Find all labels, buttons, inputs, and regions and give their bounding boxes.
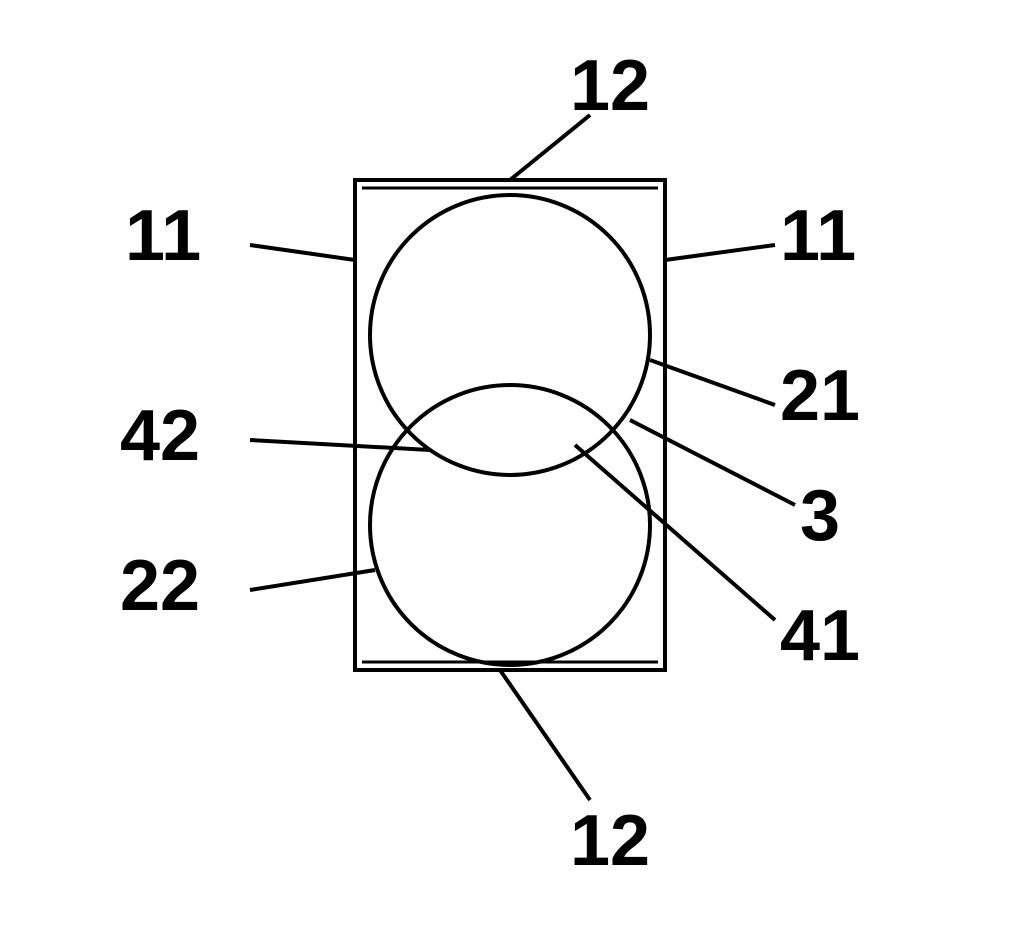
diagram-container: 12 11 11 42 21 22 3 41 12	[0, 0, 1015, 934]
label-11-right: 11	[780, 195, 856, 277]
bottom-circle	[370, 385, 650, 665]
label-41: 41	[780, 595, 860, 677]
leader-3	[630, 420, 795, 505]
leader-11-right	[665, 245, 775, 260]
leader-12-bottom	[500, 670, 590, 800]
label-21: 21	[780, 355, 860, 437]
leader-21	[650, 360, 775, 405]
leader-42	[250, 440, 430, 450]
top-circle	[370, 195, 650, 475]
label-22: 22	[120, 545, 200, 627]
leader-11-left	[250, 245, 355, 260]
label-12-top: 12	[570, 45, 650, 127]
label-3: 3	[800, 475, 840, 557]
label-42: 42	[120, 395, 200, 477]
leader-41	[575, 445, 775, 620]
label-11-left: 11	[125, 195, 201, 277]
label-12-bottom: 12	[570, 800, 650, 882]
